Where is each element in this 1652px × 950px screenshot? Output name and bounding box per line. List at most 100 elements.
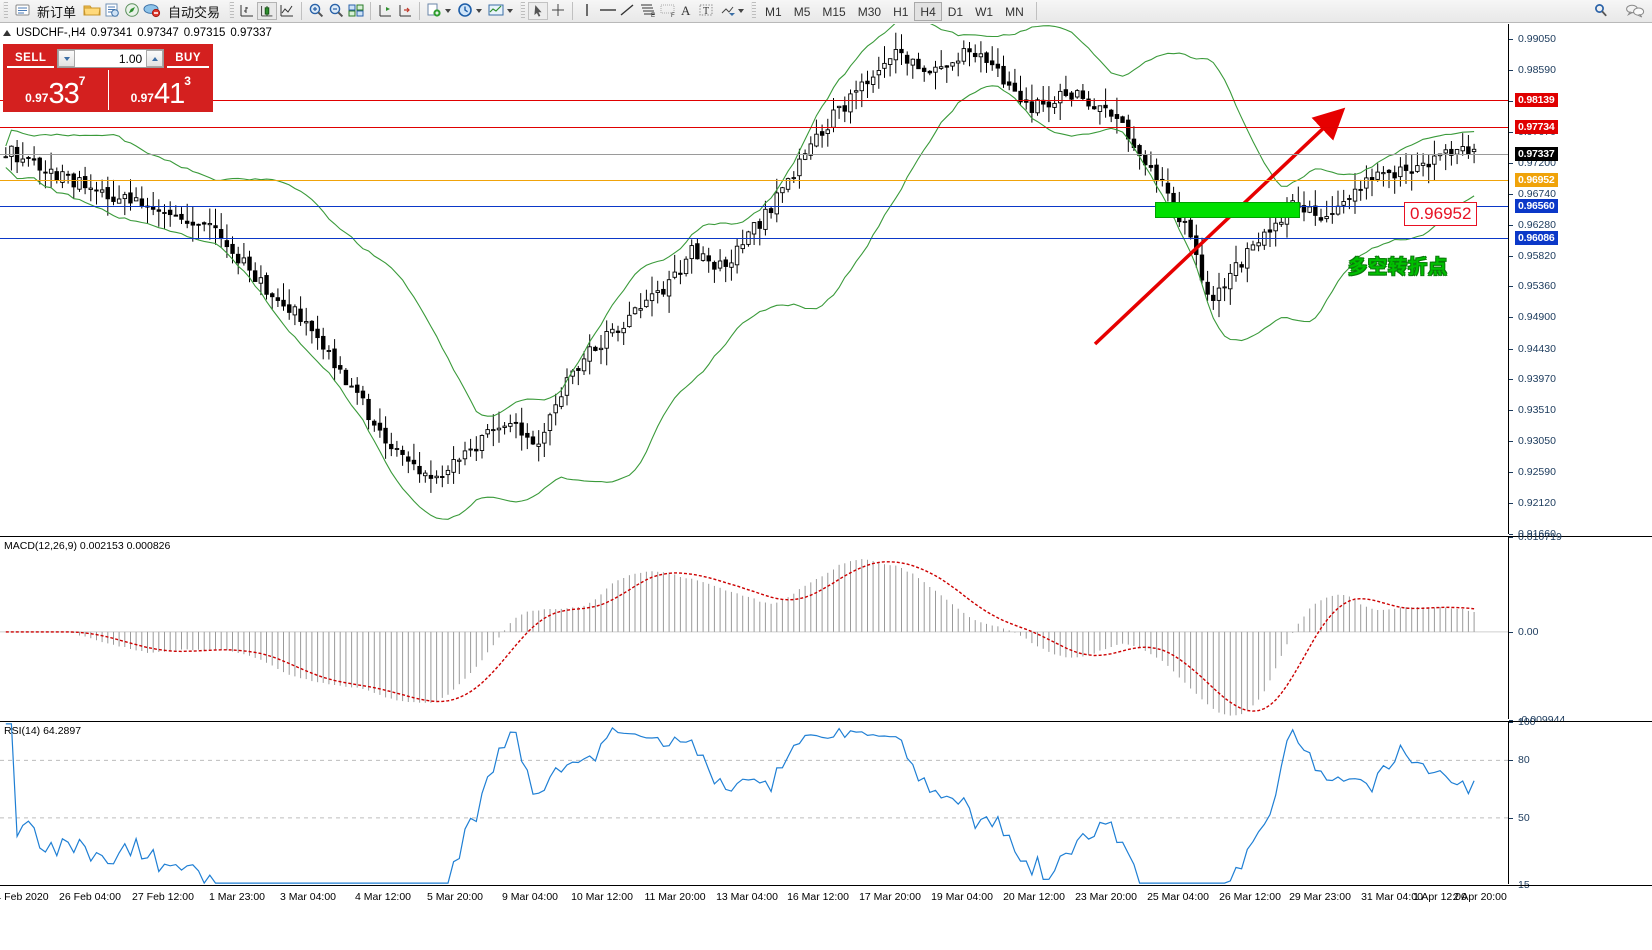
- channel-icon[interactable]: F: [657, 2, 677, 20]
- candlestick-chart-icon[interactable]: [257, 2, 278, 20]
- chart-container[interactable]: 多空转折点 0.990500.985900.981300.976700.9720…: [0, 24, 1652, 950]
- one-click-trading-panel[interactable]: SELL 1.00 BUY 0.97 33 7 0.97 41 3: [3, 44, 213, 112]
- tile-windows-icon[interactable]: [346, 2, 366, 20]
- price-plot-area[interactable]: 多空转折点: [0, 24, 1508, 534]
- chart-open-value: 0.97341: [90, 27, 133, 39]
- period-dropdown-caret[interactable]: [476, 9, 483, 13]
- price-level-label[interactable]: 0.97734: [1515, 120, 1558, 135]
- volume-increment-button[interactable]: [146, 50, 164, 67]
- volume-stepper[interactable]: 1.00: [57, 49, 165, 68]
- line-chart-icon[interactable]: [277, 2, 297, 20]
- buy-price[interactable]: 0.97 41 3: [109, 70, 214, 110]
- price-y-axis[interactable]: 0.990500.985900.981300.976700.972000.967…: [1508, 24, 1652, 540]
- svg-text:F: F: [671, 13, 675, 18]
- price-level-label[interactable]: 0.98139: [1515, 93, 1558, 108]
- period-icon[interactable]: [455, 2, 475, 20]
- new-indicator-dropdown-caret[interactable]: [445, 9, 452, 13]
- sell-button[interactable]: SELL: [7, 50, 55, 68]
- search-icon[interactable]: [1592, 2, 1612, 20]
- expert-advisor-icon[interactable]: [142, 2, 162, 20]
- chat-icon[interactable]: [1624, 2, 1645, 20]
- price-pane[interactable]: 多空转折点 0.990500.985900.981300.976700.9720…: [0, 24, 1652, 540]
- svg-text:A: A: [681, 3, 691, 18]
- price-level-line[interactable]: [0, 179, 1508, 181]
- trendline-icon[interactable]: [617, 2, 637, 20]
- timeframe-m5[interactable]: M5: [793, 4, 811, 19]
- sell-price-prefix: 0.97: [25, 91, 49, 105]
- templates-dropdown-caret[interactable]: [507, 9, 514, 13]
- autotrade-button[interactable]: 自动交易: [162, 1, 226, 22]
- text-icon[interactable]: A: [677, 2, 697, 20]
- x-tick-label: 16 Mar 12:00: [787, 891, 849, 903]
- shapes-icon[interactable]: [717, 2, 737, 20]
- price-level-line[interactable]: [0, 206, 1508, 208]
- folder-icon[interactable]: [82, 2, 102, 20]
- timeframe-m1[interactable]: M1: [765, 4, 782, 19]
- buy-price-prefix: 0.97: [130, 91, 154, 105]
- price-level-line[interactable]: [0, 100, 1508, 102]
- price-level-label[interactable]: 0.96560: [1515, 199, 1558, 214]
- timeframe-h4[interactable]: H4: [914, 1, 942, 21]
- toolbar-grip-4[interactable]: [751, 2, 757, 20]
- new-indicator-icon[interactable]: [424, 2, 444, 20]
- vertical-line-icon[interactable]: [577, 2, 597, 20]
- print-preview-icon[interactable]: [102, 2, 122, 20]
- collapse-icon[interactable]: [3, 30, 11, 36]
- rsi-title: RSI(14) 64.2897: [4, 725, 82, 737]
- timeframe-m15[interactable]: M15: [822, 4, 846, 19]
- x-tick-label: 4 Feb 2020: [0, 891, 49, 903]
- macd-y-axis[interactable]: 0.010719 0.00 -0.009944: [1508, 531, 1652, 726]
- y-tick-label: 0.94900: [1509, 311, 1556, 323]
- shapes-dropdown-caret[interactable]: [738, 9, 745, 13]
- svg-text:T: T: [703, 6, 709, 17]
- timeframe-mn[interactable]: MN: [1005, 4, 1024, 19]
- x-tick-label: 3 Mar 04:00: [279, 891, 337, 903]
- horizontal-line-icon[interactable]: [597, 2, 617, 20]
- macd-pane[interactable]: MACD(12,26,9) 0.002153 0.000826 0.010719…: [0, 531, 1652, 726]
- chart-shift-icon[interactable]: [375, 2, 395, 20]
- text-label-icon[interactable]: T: [697, 2, 717, 20]
- price-level-line[interactable]: [0, 154, 1508, 156]
- price-level-label[interactable]: 0.97337: [1515, 147, 1558, 162]
- timeframe-w1[interactable]: W1: [975, 4, 994, 19]
- y-tick-label: 0.95820: [1509, 250, 1556, 262]
- cursor-icon[interactable]: [528, 2, 549, 20]
- x-tick-label: 4 Mar 12:00: [354, 891, 412, 903]
- zoom-out-icon[interactable]: [326, 2, 346, 20]
- x-tick-label: 23 Mar 20:00: [1075, 891, 1137, 903]
- chart-symbol-label: USDCHF-,H4: [16, 27, 86, 39]
- x-tick-label: 1 Apr 12:00: [1413, 891, 1467, 903]
- crosshair-icon[interactable]: [548, 2, 568, 20]
- auto-scroll-icon[interactable]: [395, 2, 415, 20]
- timeframe-d1[interactable]: D1: [947, 4, 964, 19]
- price-level-label[interactable]: 0.96086: [1515, 230, 1558, 245]
- timeframe-h1[interactable]: H1: [893, 4, 909, 19]
- sell-price[interactable]: 0.97 33 7: [3, 70, 109, 110]
- rsi-pane[interactable]: RSI(14) 64.2897 100 80 50 15: [0, 716, 1652, 891]
- volume-input[interactable]: 1.00: [118, 51, 143, 66]
- rsi-y-axis[interactable]: 100 80 50 15: [1508, 716, 1652, 891]
- rsi-plot-area[interactable]: [0, 722, 1508, 884]
- navigator-icon[interactable]: [122, 2, 142, 20]
- toolbar-grip-2[interactable]: [229, 2, 235, 20]
- macd-plot-area[interactable]: [0, 537, 1508, 719]
- y-tick-label: 0.010719: [1509, 531, 1562, 543]
- templates-icon[interactable]: [486, 2, 506, 20]
- price-level-label[interactable]: 0.96952: [1515, 172, 1558, 187]
- new-order-icon: [14, 2, 34, 20]
- toolbar-grip-3[interactable]: [520, 2, 526, 20]
- x-tick-label: 17 Mar 20:00: [859, 891, 921, 903]
- price-level-line[interactable]: [0, 127, 1508, 129]
- bar-chart-icon[interactable]: [237, 2, 257, 20]
- buy-button[interactable]: BUY: [167, 50, 209, 68]
- fibonacci-icon[interactable]: E: [637, 2, 657, 20]
- y-tick-label: 0.92120: [1509, 497, 1556, 509]
- time-axis[interactable]: 4 Feb 2020 26 Feb 04:00 27 Feb 12:00 1 Mar …: [0, 885, 1652, 915]
- x-tick-label: 26 Feb 04:00: [59, 891, 121, 903]
- new-order-button[interactable]: 新订单: [11, 1, 82, 22]
- toolbar-grip[interactable]: [3, 2, 8, 20]
- timeframe-m30[interactable]: M30: [857, 4, 882, 19]
- price-level-line[interactable]: [0, 237, 1508, 239]
- zoom-in-icon[interactable]: [306, 2, 326, 20]
- volume-decrement-button[interactable]: [58, 50, 76, 67]
